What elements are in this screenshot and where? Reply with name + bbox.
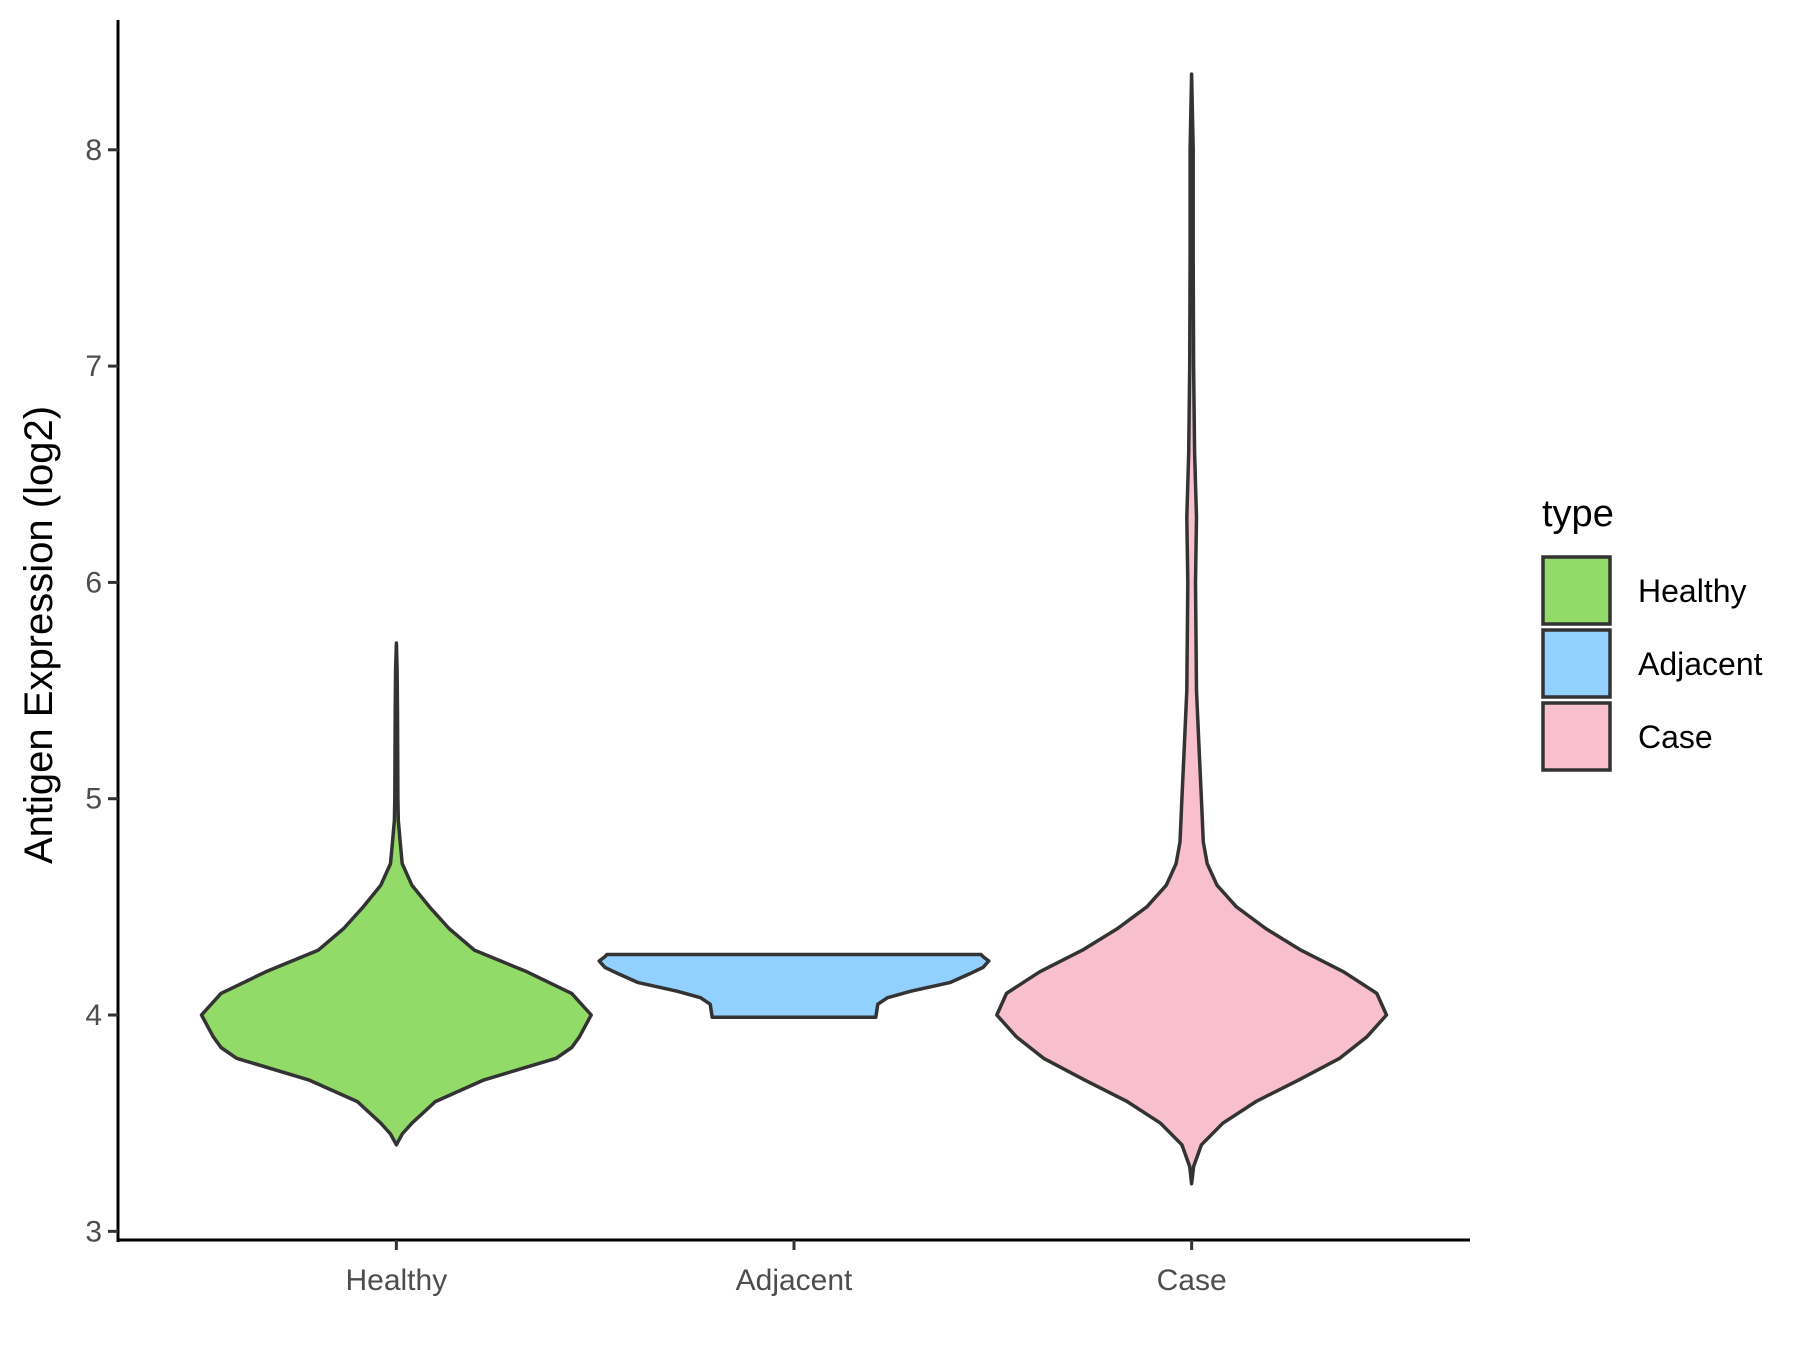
- y-tick-label: 6: [85, 566, 102, 599]
- violin-healthy: [199, 641, 593, 1147]
- violin-case: [995, 72, 1389, 1186]
- y-tick-label: 5: [85, 783, 102, 816]
- axes-layer: 3 4 5 6 7 8 Healthy Adjacent Case: [85, 20, 1470, 1297]
- violin-adjacent: [597, 952, 991, 1019]
- legend-title: type: [1542, 493, 1614, 535]
- legend-label: Case: [1638, 719, 1713, 755]
- y-tick-label: 4: [85, 999, 102, 1032]
- y-tick-label: 8: [85, 134, 102, 167]
- x-tick-label: Adjacent: [736, 1264, 853, 1297]
- legend-key-case: [1541, 701, 1612, 772]
- legend-label: Healthy: [1638, 573, 1747, 609]
- x-tick-label: Case: [1157, 1264, 1227, 1297]
- legend-key-healthy: [1541, 555, 1612, 626]
- y-tick-label: 7: [85, 350, 102, 383]
- y-axis-title: Antigen Expression (log2): [17, 406, 61, 864]
- legend-label: Adjacent: [1638, 646, 1763, 682]
- legend-key-adjacent: [1541, 628, 1612, 699]
- legend: type Healthy Adjacent Case: [1541, 493, 1763, 772]
- violin-layer: [199, 72, 1389, 1186]
- y-tick-label: 3: [85, 1215, 102, 1248]
- x-tick-label: Healthy: [345, 1264, 447, 1297]
